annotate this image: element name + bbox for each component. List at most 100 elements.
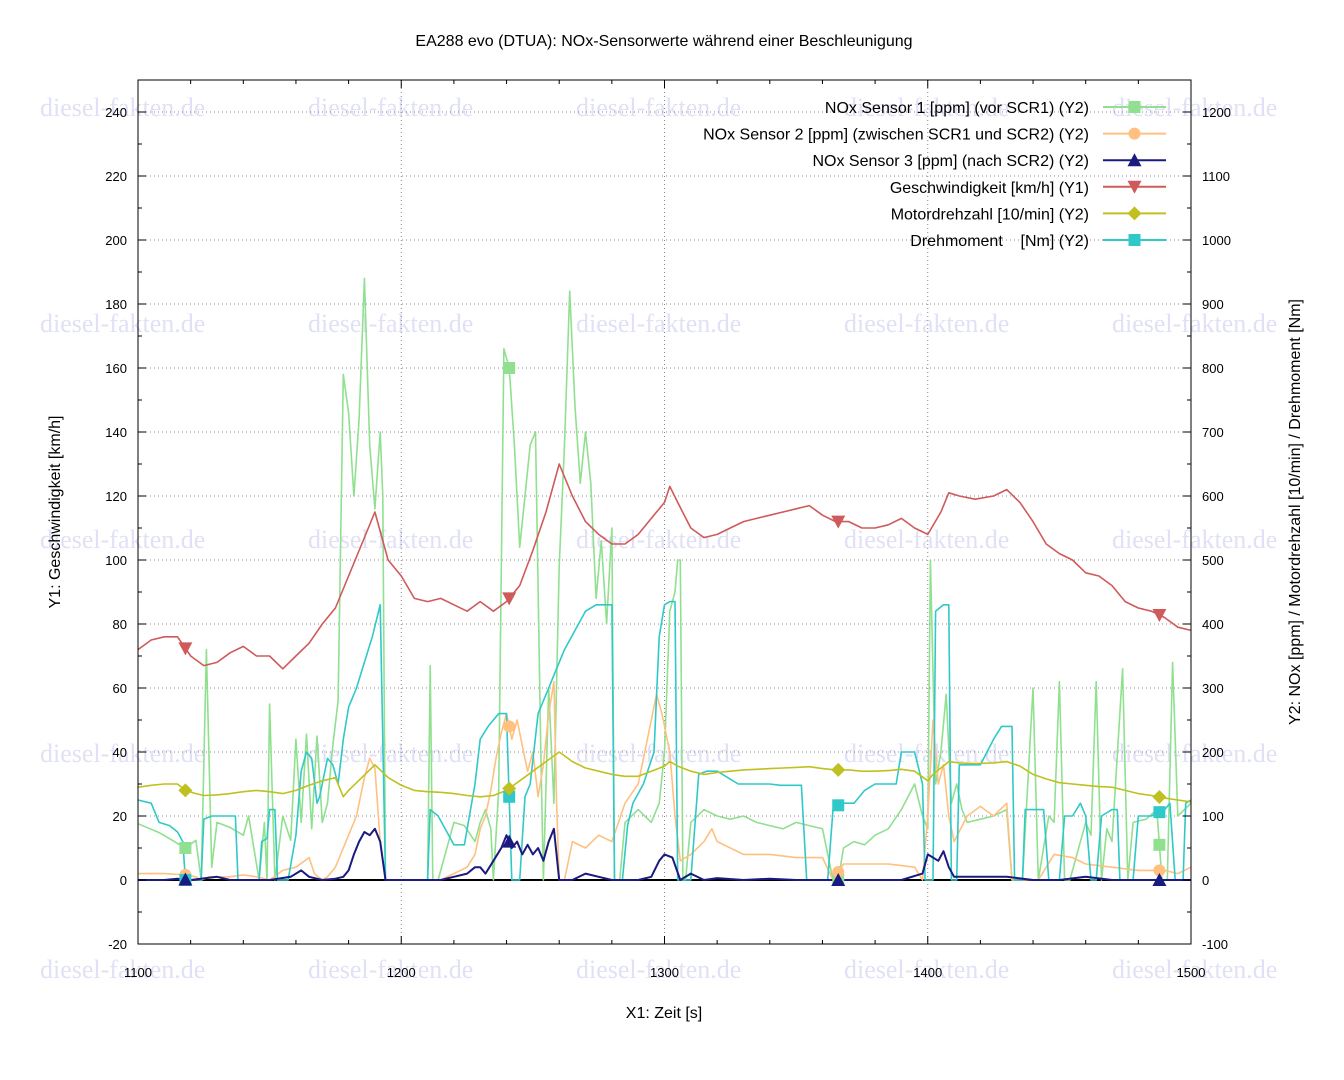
y2-tick-label: 100 [1202, 809, 1224, 824]
series-marker-1 [503, 720, 516, 733]
legend-marker-3 [1127, 180, 1142, 194]
series-marker-3 [502, 592, 517, 606]
y2-axis-label: Y2: NOx [ppm] / Motordrehzahl [10/min] /… [1287, 299, 1304, 725]
series-markers [178, 362, 1167, 886]
watermark-text: diesel-fakten.de [844, 309, 1009, 338]
series-marker-5 [1153, 806, 1166, 819]
series-marker-0 [179, 842, 192, 854]
y2-tick-label: 700 [1202, 425, 1224, 440]
legend-marker-2 [1127, 153, 1142, 167]
watermarks: diesel-fakten.de diesel-fakten.de diesel-f… [40, 93, 1277, 984]
y2-tick-label: 800 [1202, 361, 1224, 376]
series-marker-4 [178, 783, 193, 798]
series-marker-2 [831, 873, 846, 886]
y2-tick-label: 1100 [1202, 169, 1230, 184]
x-tick-label: 1300 [650, 965, 679, 980]
watermark-text: diesel-fakten.de [40, 93, 205, 122]
legend-label-5: Drehmoment [Nm] (Y2) [910, 233, 1089, 250]
y-tick-label: 180 [105, 297, 127, 312]
watermark-text: diesel-fakten.de [844, 93, 1009, 122]
watermark-text: diesel-fakten.de [40, 739, 205, 768]
y2-tick-label: 1000 [1202, 233, 1231, 248]
series-marker-4 [502, 781, 517, 796]
watermark-text: diesel-fakten.de [576, 525, 741, 554]
legend: NOx Sensor 1 [ppm] (vor SCR1) (Y2) NOx Se… [703, 100, 1166, 250]
watermark-text: diesel-fakten.de [308, 309, 473, 338]
watermark-text: diesel-fakten.de [576, 309, 741, 338]
watermark-text: diesel-fakten.de [844, 955, 1009, 984]
watermark-text: diesel-fakten.de [308, 955, 473, 984]
x-tick-label: 1400 [913, 965, 942, 980]
series-marker-3 [178, 642, 193, 656]
legend-label-1: NOx Sensor 2 [ppm] (zwischen SCR1 und SC… [703, 127, 1089, 144]
legend-label-0: NOx Sensor 1 [ppm] (vor SCR1) (Y2) [825, 100, 1089, 117]
series-line-3 [137, 463, 1192, 670]
watermark-text: diesel-fakten.de [40, 955, 205, 984]
watermark-text: diesel-fakten.de [576, 955, 741, 984]
legend-marker-0 [1128, 101, 1141, 113]
watermark-text: diesel-fakten.de [1112, 739, 1277, 768]
x-tick-label: 1200 [387, 965, 416, 980]
watermark-text: diesel-fakten.de [308, 93, 473, 122]
legend-marker-1 [1128, 127, 1141, 140]
y-tick-label: -20 [108, 937, 127, 952]
y-tick-label: 240 [105, 105, 127, 120]
series-marker-3 [831, 515, 846, 529]
ticks: 1100 1200 1300 1400 1500-2002040608010012014… [105, 80, 1231, 980]
series-marker-1 [1153, 864, 1166, 877]
legend-label-2: NOx Sensor 3 [ppm] (nach SCR2) (Y2) [812, 153, 1089, 170]
y-tick-label: 160 [105, 361, 127, 376]
y2-tick-label: 500 [1202, 553, 1224, 568]
series-line-5 [137, 600, 1192, 881]
y-tick-label: 140 [105, 425, 127, 440]
y-tick-label: 40 [113, 745, 127, 760]
series-marker-0 [503, 362, 516, 374]
y2-tick-label: -100 [1202, 937, 1228, 952]
watermark-text: diesel-fakten.de [844, 525, 1009, 554]
watermark-text: diesel-fakten.de [1112, 955, 1277, 984]
y2-tick-label: 1200 [1202, 105, 1231, 120]
y2-tick-label: 600 [1202, 489, 1224, 504]
y-tick-label: 60 [113, 681, 127, 696]
legend-marker-5 [1128, 234, 1141, 246]
y2-tick-label: 400 [1202, 617, 1224, 632]
series-marker-1 [832, 866, 845, 878]
y-tick-label: 200 [105, 233, 127, 248]
x-tick-label: 1500 [1177, 965, 1206, 980]
series-marker-3 [1152, 609, 1167, 623]
y-tick-label: 220 [105, 169, 127, 184]
x-tick-label: 1100 [124, 965, 152, 980]
legend-marker-4 [1127, 206, 1142, 221]
legend-label-3: Geschwindigkeit [km/h] (Y1) [890, 180, 1089, 197]
series-lines [137, 277, 1192, 881]
watermark-text: diesel-fakten.de [308, 739, 473, 768]
series-marker-2 [502, 834, 517, 848]
series-line-2 [138, 827, 1191, 881]
watermark-text: diesel-fakten.de [40, 525, 205, 554]
y-tick-label: 80 [113, 617, 127, 632]
series-marker-4 [1152, 790, 1167, 805]
series-marker-5 [503, 790, 516, 803]
y-tick-label: 120 [105, 489, 127, 504]
watermark-text: diesel-fakten.de [40, 309, 205, 338]
watermark-text: diesel-fakten.de [576, 93, 741, 122]
y-tick-label: 100 [105, 553, 127, 568]
y-tick-label: 0 [120, 873, 127, 888]
y2-tick-label: 200 [1202, 745, 1224, 760]
y2-tick-label: 0 [1202, 873, 1209, 888]
series-marker-2 [178, 872, 193, 886]
watermark-text: diesel-fakten.de [1112, 525, 1277, 554]
watermark-text: diesel-fakten.de [576, 739, 741, 768]
series-marker-2 [1152, 873, 1167, 886]
y2-tick-label: 900 [1202, 297, 1224, 312]
x-axis-label: X1: Zeit [s] [626, 1005, 702, 1022]
y-tick-label: 20 [113, 809, 127, 824]
y-axis-label: Y1: Geschwindigkeit [km/h] [47, 416, 64, 609]
series-marker-0 [1153, 838, 1166, 851]
series-marker-5 [832, 799, 845, 812]
watermark-text: diesel-fakten.de [1112, 309, 1277, 338]
legend-label-4: Motordrehzahl [10/min] (Y2) [891, 206, 1089, 223]
series-marker-4 [831, 762, 846, 777]
series-line-4 [137, 751, 1192, 803]
